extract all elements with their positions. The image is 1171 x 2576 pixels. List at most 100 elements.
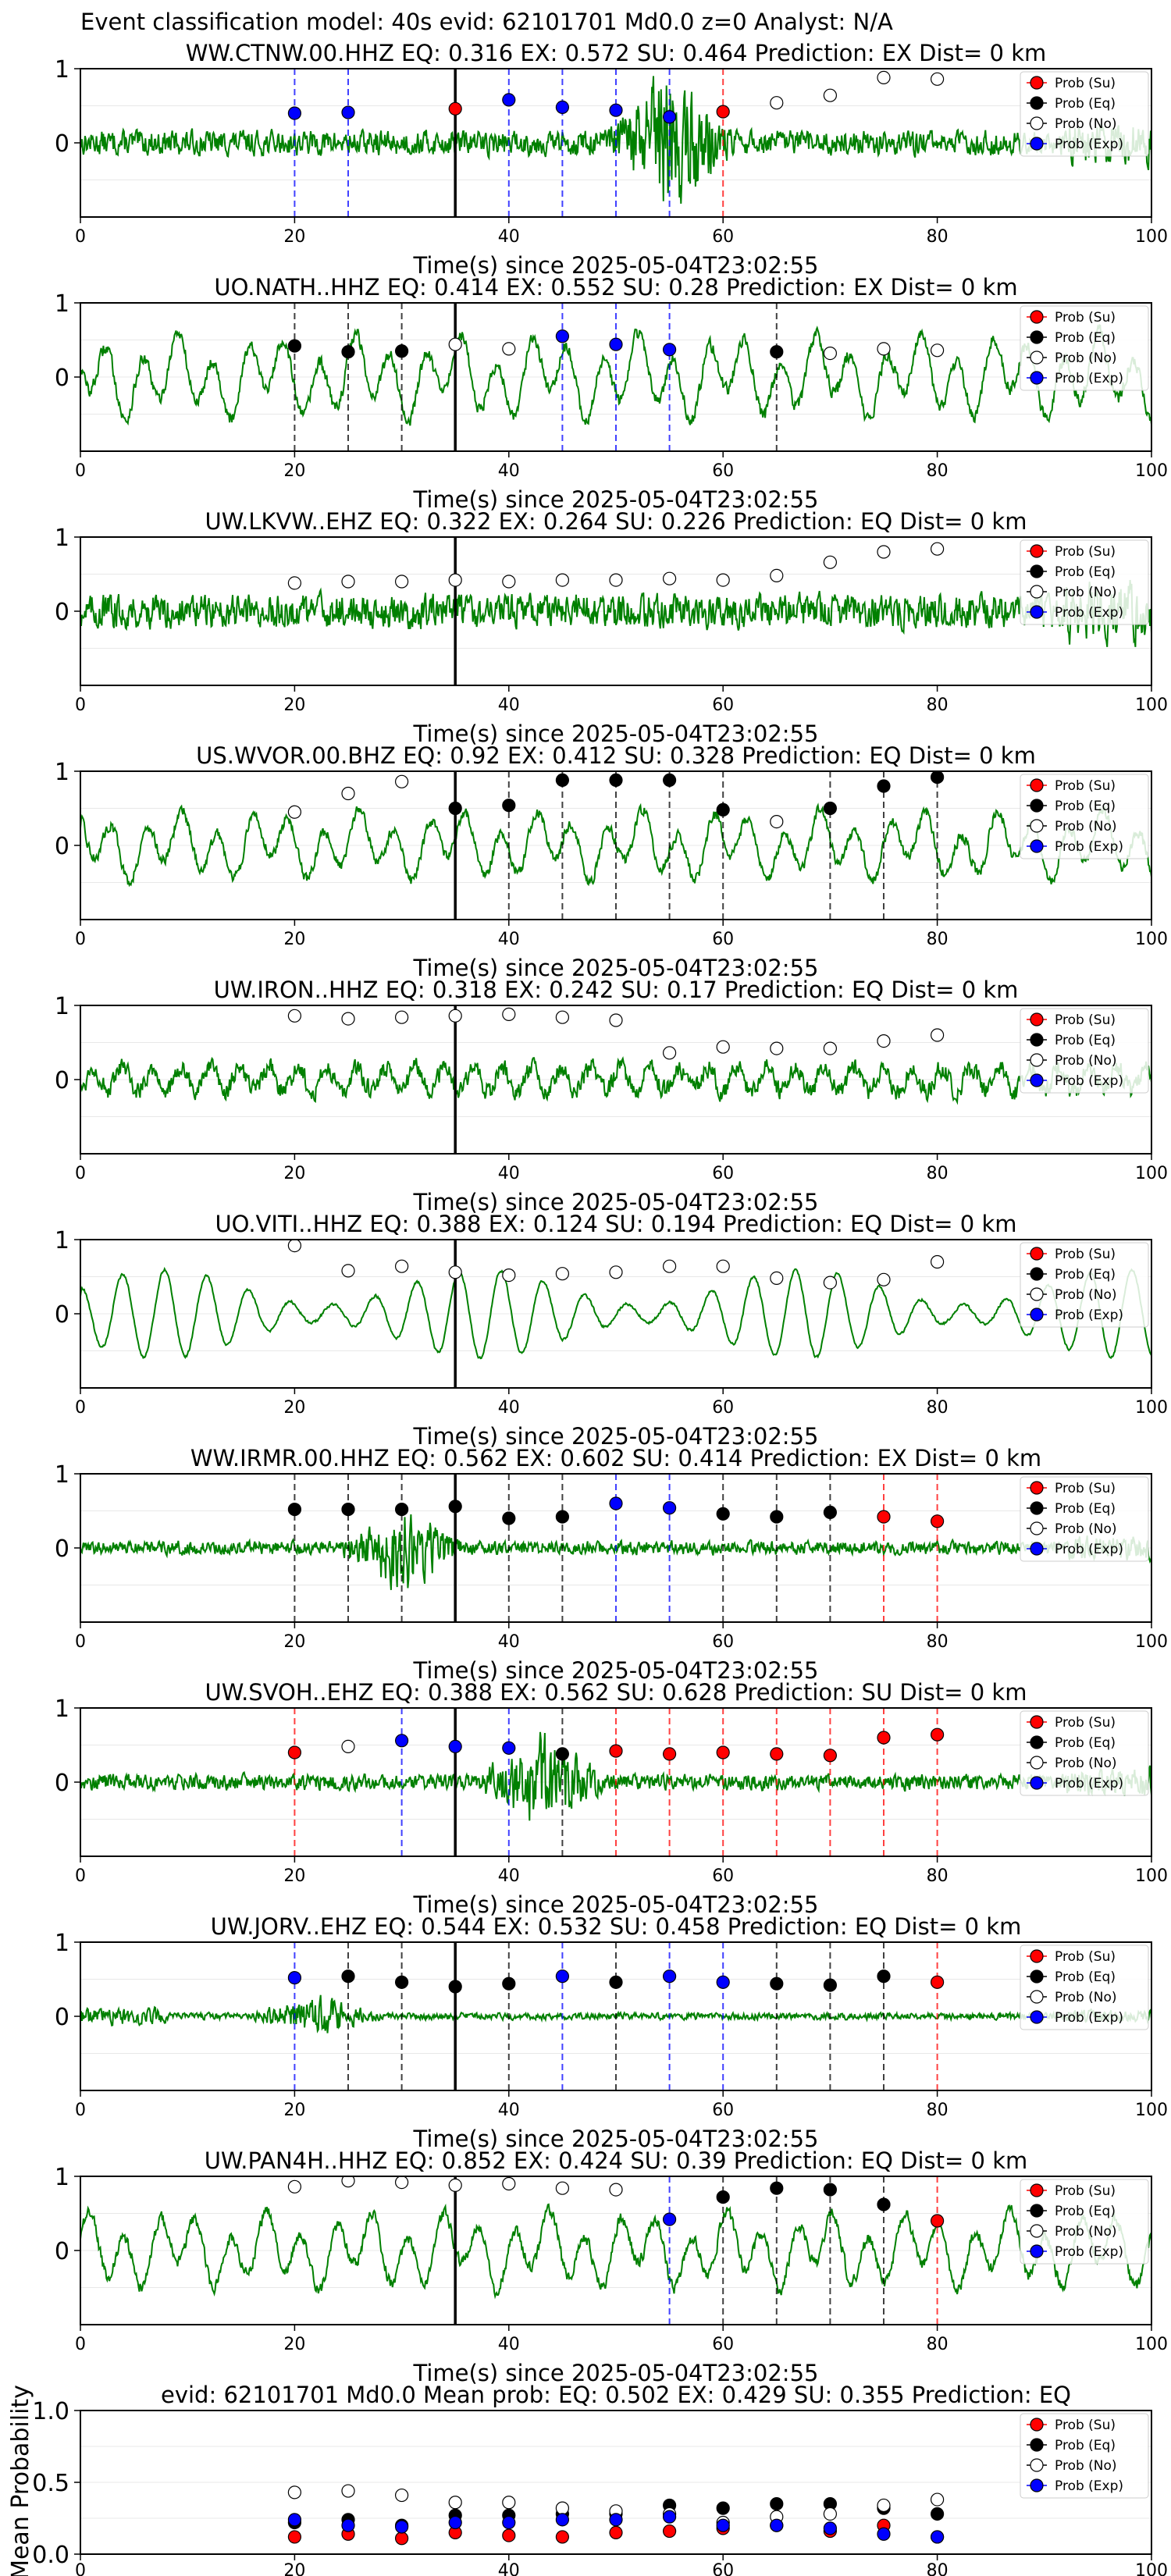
prob-point-no [716, 1259, 730, 1273]
prob-point-su [823, 1749, 838, 1763]
mean-point-eq [930, 2507, 945, 2521]
prob-point-no [930, 72, 945, 86]
prob-point-eq [716, 2190, 730, 2204]
panel-title: UW.JORV..EHZ EQ: 0.544 EX: 0.532 SU: 0.4… [211, 1913, 1022, 1940]
legend-marker-exp [1030, 2244, 1044, 2258]
legend-label: Prob (No) [1055, 2458, 1117, 2474]
legend-label: Prob (Exp) [1055, 605, 1123, 621]
legend-label: Prob (Su) [1055, 1012, 1116, 1028]
xtick-label: 100 [1135, 696, 1168, 715]
legend-box [1020, 1476, 1149, 1562]
prob-point-exp [609, 1496, 623, 1510]
prob-point-su [930, 1727, 945, 1742]
prob-point-exp [287, 1971, 301, 1985]
prob-point-no [341, 575, 355, 589]
ytick-label: 1 [55, 1227, 69, 1254]
xtick-label: 60 [712, 461, 734, 481]
xtick-label: 0 [75, 930, 86, 949]
prob-point-eq [823, 1978, 838, 1992]
ytick-label: 0 [55, 833, 69, 860]
xtick-label: 20 [283, 1398, 305, 1418]
xtick-label: 40 [498, 1398, 520, 1418]
prob-point-no [823, 555, 838, 569]
legend-marker-exp [1030, 371, 1044, 385]
legend-label: Prob (Su) [1055, 2183, 1116, 2199]
panel-title: US.WVOR.00.BHZ EQ: 0.92 EX: 0.412 SU: 0.… [196, 742, 1036, 769]
xtick-label: 80 [927, 930, 949, 949]
prob-point-exp [287, 106, 301, 120]
legend-box [1020, 1242, 1149, 1328]
prob-point-exp [502, 93, 516, 107]
ytick-label: 0 [55, 365, 69, 392]
prob-point-exp [609, 103, 623, 117]
prob-point-no [770, 814, 784, 829]
seismic-trace [80, 76, 1151, 204]
x-axis-label: Time(s) since 2025-05-04T23:02:55 [413, 486, 819, 513]
prob-point-eq [931, 771, 945, 785]
legend-label: Prob (Su) [1055, 1247, 1116, 1262]
xtick-label: 100 [1135, 1632, 1168, 1652]
prob-point-eq [555, 1747, 570, 1761]
panel-6: UO.VITI..HHZ EQ: 0.388 EX: 0.124 SU: 0.1… [55, 1211, 1168, 1450]
legend-label: Prob (No) [1055, 1990, 1117, 2005]
xtick-label: 60 [712, 696, 734, 715]
ytick-label: 0 [55, 1535, 69, 1563]
legend-marker-eq [1030, 1501, 1044, 1515]
legend: Prob (Su) Prob (Eq) Prob (No) Prob (Exp) [1020, 539, 1149, 625]
mean-point-exp [609, 2513, 623, 2527]
ytick-label: 0 [55, 2238, 69, 2265]
legend-label: Prob (Su) [1055, 310, 1116, 326]
legend-label: Prob (Su) [1055, 1481, 1116, 1496]
plot-area [80, 2176, 1151, 2325]
panel-title: WW.IRMR.00.HHZ EQ: 0.562 EX: 0.602 SU: 0… [190, 1445, 1041, 1471]
legend-marker-eq [1030, 799, 1044, 813]
prob-point-no [877, 1034, 891, 1048]
mean-point-no [823, 2507, 838, 2521]
prob-point-su [877, 1731, 891, 1745]
panel-title: WW.CTNW.00.HHZ EQ: 0.316 EX: 0.572 SU: 0… [186, 40, 1047, 66]
xtick-label: 20 [283, 1866, 305, 1886]
legend: Prob (Su) Prob (Eq) Prob (No) Prob (Exp) [1020, 2413, 1149, 2499]
mean-point-exp [770, 2518, 784, 2532]
prob-point-exp [609, 337, 623, 351]
seismic-trace [80, 579, 1151, 647]
prob-point-no [555, 1267, 570, 1281]
xtick-label: 100 [1135, 227, 1168, 247]
prob-point-no [930, 542, 945, 556]
prob-point-exp [662, 1501, 677, 1515]
plot-area [80, 1240, 1151, 1388]
xtick-label: 20 [283, 2335, 305, 2354]
x-axis-label: Time(s) since 2025-05-04T23:02:55 [413, 1423, 819, 1450]
prob-point-no [341, 786, 355, 801]
xtick-label: 20 [283, 696, 305, 715]
xtick-label: 100 [1135, 930, 1168, 949]
prob-point-eq [555, 1510, 570, 1524]
prob-point-eq [823, 2183, 838, 2197]
prob-point-eq [502, 799, 516, 813]
panel-3: UW.LKVW..EHZ EQ: 0.322 EX: 0.264 SU: 0.2… [55, 508, 1168, 747]
legend-marker-eq [1030, 1033, 1044, 1047]
legend-marker-su [1030, 1715, 1044, 1729]
legend-marker-su [1030, 544, 1044, 558]
prob-point-no [662, 1259, 677, 1273]
prob-point-exp [394, 1734, 409, 1748]
legend-label: Prob (Eq) [1055, 1735, 1116, 1751]
ytick-label: 1 [55, 56, 69, 84]
panel-title: UO.NATH..HHZ EQ: 0.414 EX: 0.552 SU: 0.2… [214, 274, 1017, 301]
legend-label: Prob (Su) [1055, 544, 1116, 560]
mean-point-no [502, 2496, 516, 2510]
legend-box [1020, 2179, 1149, 2265]
legend-label: Prob (Su) [1055, 2418, 1116, 2433]
prob-point-no [502, 575, 516, 589]
prob-point-no [770, 1271, 784, 1286]
legend: Prob (Su) Prob (Eq) Prob (No) Prob (Exp) [1020, 305, 1149, 391]
prob-point-exp [555, 100, 570, 114]
prob-point-no [770, 568, 784, 583]
xtick-label: 80 [927, 2335, 949, 2354]
xtick-label: 40 [498, 1164, 520, 1183]
legend: Prob (Su) Prob (Eq) Prob (No) Prob (Exp) [1020, 1242, 1149, 1328]
xtick-label: 20 [283, 930, 305, 949]
xtick-label: 60 [712, 1866, 734, 1886]
panel-5: UW.IRON..HHZ EQ: 0.318 EX: 0.242 SU: 0.1… [55, 977, 1168, 1215]
